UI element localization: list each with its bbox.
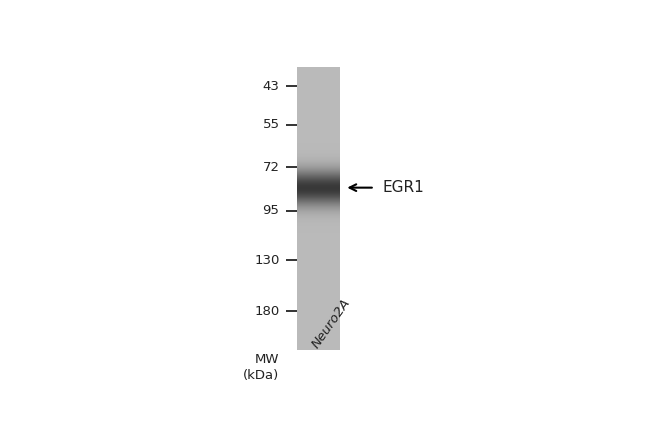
Text: 180: 180 [254,305,280,318]
Text: MW
(kDa): MW (kDa) [243,353,280,382]
Text: EGR1: EGR1 [382,180,424,195]
Text: 130: 130 [254,254,280,267]
Text: Neuro2A: Neuro2A [310,297,354,351]
Text: 72: 72 [263,161,280,174]
Text: 55: 55 [263,119,280,131]
Text: 95: 95 [263,204,280,217]
Text: 43: 43 [263,80,280,93]
